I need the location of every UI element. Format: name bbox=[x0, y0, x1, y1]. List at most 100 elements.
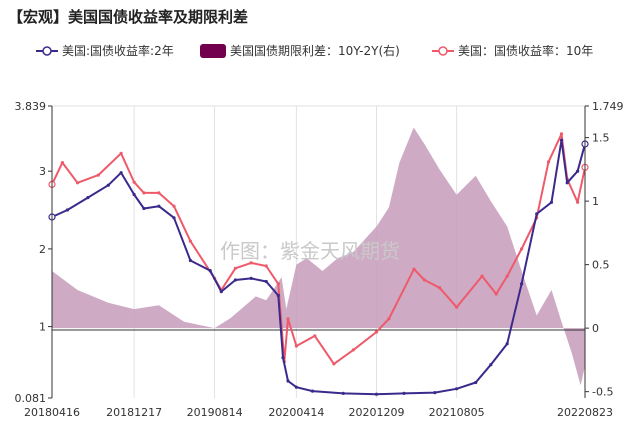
data-point bbox=[505, 342, 509, 346]
x-tick-label: 20220823 bbox=[557, 406, 613, 419]
spread-area-shape bbox=[52, 127, 585, 386]
data-point bbox=[75, 181, 80, 185]
watermark: 作图：紫金天风期货 bbox=[220, 239, 400, 263]
data-point bbox=[86, 196, 90, 200]
data-point bbox=[276, 282, 280, 286]
y-right-tick-label: 1.749 bbox=[592, 100, 624, 113]
data-point bbox=[233, 266, 237, 270]
data-point bbox=[412, 267, 416, 271]
data-point bbox=[142, 191, 146, 195]
data-point bbox=[559, 138, 564, 142]
data-point bbox=[60, 161, 64, 165]
yield-10y-line bbox=[51, 132, 586, 365]
yield-lines bbox=[48, 132, 589, 396]
data-point bbox=[494, 292, 498, 296]
data-point bbox=[520, 282, 524, 286]
legend-area-swatch-icon bbox=[200, 43, 226, 58]
data-point bbox=[119, 171, 123, 175]
chart-title: 【宏观】美国国债收益率及期限利差 bbox=[8, 8, 249, 26]
data-point bbox=[489, 363, 493, 367]
legend-line-marker-icon bbox=[36, 45, 58, 56]
data-point bbox=[132, 180, 136, 184]
x-tick-label: 20210805 bbox=[429, 406, 485, 419]
data-point bbox=[119, 151, 123, 155]
y-right-tick-label: 0 bbox=[592, 322, 599, 335]
data-point bbox=[332, 362, 336, 366]
data-point bbox=[576, 200, 580, 204]
y-left-tick-label: 0.081 bbox=[15, 392, 47, 405]
data-point bbox=[188, 239, 192, 243]
data-point bbox=[286, 317, 290, 321]
legend-line-marker-icon bbox=[432, 45, 454, 56]
y-right-tick-label: 0.5 bbox=[592, 259, 610, 272]
legend-label-spread: 美国国债期限利差：10Y-2Y(右) bbox=[230, 44, 400, 58]
data-point bbox=[559, 132, 564, 136]
data-point bbox=[188, 258, 192, 263]
data-point bbox=[264, 264, 268, 268]
data-point bbox=[286, 379, 290, 383]
y-right-tick-label: 1.5 bbox=[592, 132, 610, 145]
data-point bbox=[374, 330, 379, 334]
data-point bbox=[157, 191, 161, 195]
data-point bbox=[351, 348, 355, 352]
data-point bbox=[433, 391, 437, 395]
data-point bbox=[310, 389, 315, 393]
data-point bbox=[422, 278, 426, 282]
data-point bbox=[313, 334, 317, 338]
y-left-tick-label: 3 bbox=[39, 165, 46, 178]
data-point bbox=[535, 212, 539, 216]
y-left-tick-label: 1 bbox=[39, 321, 46, 334]
y-left-tick-label: 3.839 bbox=[15, 100, 47, 113]
data-point bbox=[233, 278, 237, 282]
legend-label-10y: 美国：国债收益率：10年 bbox=[458, 44, 594, 58]
data-point bbox=[208, 269, 212, 273]
x-tick-label: 20181217 bbox=[106, 406, 162, 419]
data-point bbox=[576, 169, 580, 173]
data-point bbox=[549, 200, 554, 204]
data-point bbox=[505, 274, 509, 278]
data-point bbox=[546, 160, 551, 164]
data-point bbox=[474, 380, 478, 385]
data-point bbox=[455, 387, 459, 391]
data-point bbox=[172, 204, 176, 208]
data-point bbox=[437, 286, 442, 290]
data-point bbox=[520, 247, 524, 251]
data-point bbox=[565, 181, 569, 185]
data-point bbox=[142, 206, 146, 211]
y-right-tick-label: -0.5 bbox=[592, 386, 613, 399]
data-point bbox=[480, 274, 484, 278]
data-point bbox=[294, 344, 298, 348]
data-point bbox=[387, 317, 391, 321]
data-point bbox=[172, 216, 176, 220]
legend-label-2y: 美国:国债收益率:2年 bbox=[62, 44, 174, 58]
legend-item-10y: 美国：国债收益率：10年 bbox=[432, 42, 593, 59]
legend-item-spread: 美国国债期限利差：10Y-2Y(右) bbox=[200, 42, 400, 59]
data-point bbox=[341, 391, 345, 395]
data-point bbox=[294, 385, 298, 389]
x-tick-label: 20201209 bbox=[348, 406, 404, 419]
data-point bbox=[264, 279, 268, 284]
data-point bbox=[219, 290, 223, 294]
data-point bbox=[106, 183, 110, 187]
y-left-tick-label: 2 bbox=[39, 243, 46, 256]
legend-item-2y: 美国:国债收益率:2年 bbox=[36, 42, 174, 59]
data-point bbox=[455, 305, 459, 309]
spread-area bbox=[52, 127, 585, 386]
x-tick-label: 20200414 bbox=[268, 406, 324, 419]
data-point bbox=[276, 293, 280, 298]
data-point bbox=[96, 173, 100, 177]
data-point bbox=[249, 276, 253, 280]
axes: 20180416 20181217 20190814 20200414 20201209… bbox=[15, 100, 624, 419]
x-tick-label: 20190814 bbox=[187, 406, 243, 419]
data-point bbox=[374, 392, 379, 396]
data-point bbox=[65, 208, 69, 212]
legend: 美国:国债收益率:2年 美国国债期限利差：10Y-2Y(右) 美国：国债收益率：… bbox=[0, 42, 640, 64]
data-point bbox=[402, 391, 406, 395]
y-right-tick-label: 1 bbox=[592, 195, 599, 208]
data-point bbox=[132, 192, 136, 197]
data-point bbox=[249, 261, 253, 265]
data-point bbox=[157, 204, 161, 208]
data-point bbox=[281, 356, 285, 360]
x-tick-label: 20180416 bbox=[24, 406, 80, 419]
